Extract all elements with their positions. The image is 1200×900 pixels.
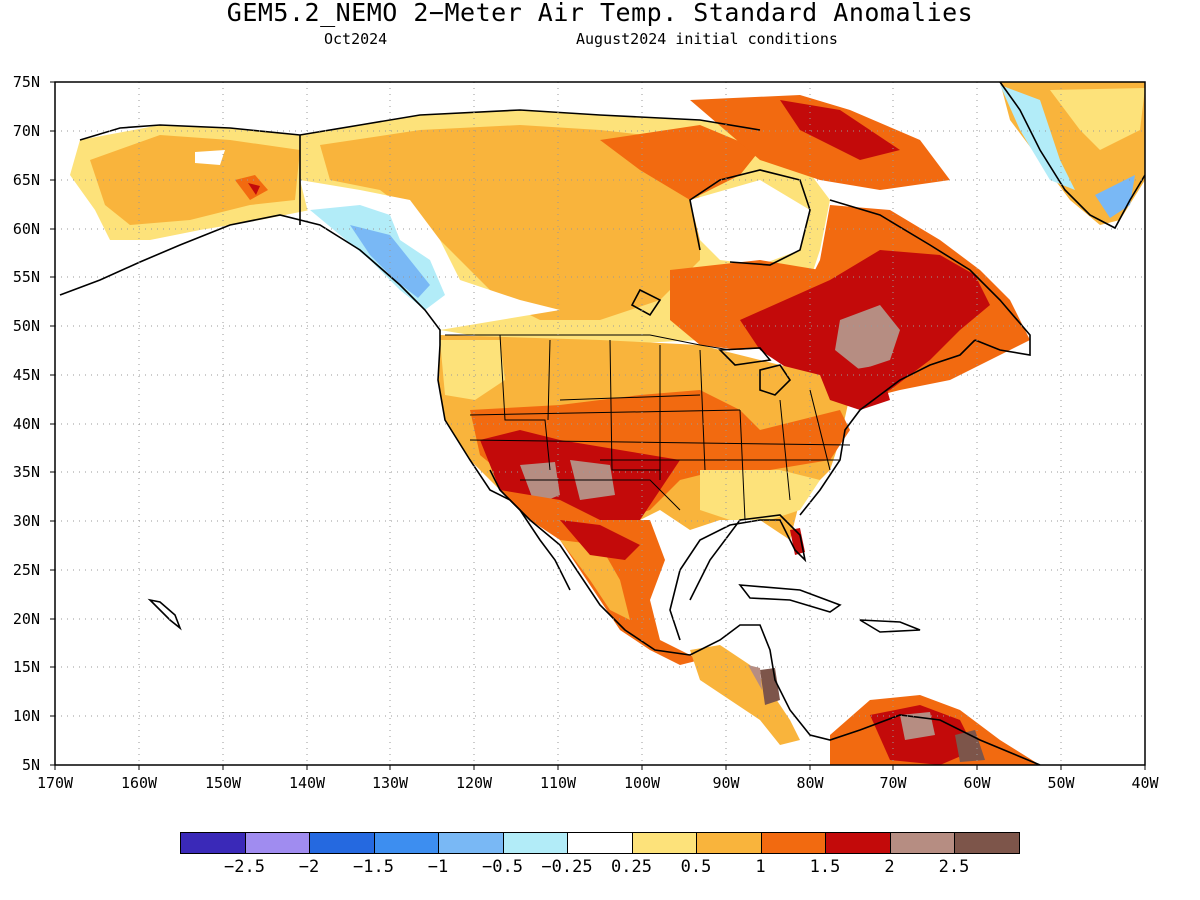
colorbar-swatch [502,832,568,854]
colorbar-swatch [696,832,762,854]
lon-label: 80W [796,774,824,792]
lat-label: 20N [12,610,40,628]
anomaly-region-alaska-warm [90,135,300,225]
coastlines [59,82,1145,765]
lat-label: 65N [12,171,40,189]
lat-label: 55N [12,268,40,286]
anomaly-region-arctic-islands-hot [780,100,900,160]
lat-label: 60N [12,220,40,238]
colorbar-swatch [760,832,826,854]
lon-label: 110W [539,774,577,792]
colorbar-swatch [180,832,246,854]
colorbar-label: −0.25 [541,857,593,877]
colorbar-swatch [825,832,891,854]
colorbar-label: 1 [755,857,766,877]
colorbar-label: −1 [427,857,449,877]
lon-label: 120W [455,774,493,792]
lon-label: 160W [120,774,158,792]
colorbar-swatch [954,832,1020,854]
colorbar-swatch [631,832,697,854]
political-borders [445,334,851,521]
colorbar-label: −1.5 [353,857,394,877]
anomaly-region-honduras-mild [748,665,762,690]
anomaly-region-greenland-mild [1050,88,1145,150]
colorbar-label: 0.25 [611,857,652,877]
anomaly-region-alaska-hot-core [248,183,260,195]
anomaly-region-arctic-islands [690,95,950,190]
colorbar-label: 0.5 [680,857,712,877]
lon-label: 90W [712,774,740,792]
lat-label: 25N [12,561,40,579]
lon-label: 170W [36,774,74,792]
anomaly-region-bc-cold [350,225,430,298]
colorbar-swatch [889,832,955,854]
anomaly-region-greenland-cold [1095,175,1135,218]
anomaly-region-central-america [690,645,800,745]
anomaly-region-quebec-extreme [835,305,900,370]
colorbar-swatch [309,832,375,854]
anomaly-region-northeast-hot [820,365,890,410]
colorbar-swatch [567,832,633,854]
lat-label: 40N [12,415,40,433]
lon-label: 100W [623,774,661,792]
anomaly-region-mexico-hot [560,520,640,560]
lon-label: 50W [1047,774,1075,792]
lon-label: 70W [879,774,907,792]
colorbar-label: −0.5 [482,857,523,877]
colorbar-label: 2 [884,857,895,877]
lat-label: 45N [12,366,40,384]
colorbar-swatch [244,832,310,854]
colorbar-label: −2 [298,857,320,877]
anomaly-region-baffin [600,125,760,200]
lon-label: 140W [288,774,326,792]
lat-label: 75N [12,73,40,91]
colorbar-swatch [438,832,504,854]
lat-label: 50N [12,317,40,335]
map-title: GEM5.2_NEMO 2−Meter Air Temp. Standard A… [226,0,974,27]
lon-label: 40W [1131,774,1159,792]
axis-ticks [50,81,1146,770]
anomaly-region-hudson-bay [690,180,810,265]
lat-label: 30N [12,512,40,530]
colorbar-label: 1.5 [809,857,841,877]
anomaly-region-mexico-warm [560,540,630,620]
anomaly-region-alaska-neutral [195,150,225,165]
anomaly-region-canada-warm [320,125,700,320]
colorbar-swatch [373,832,439,854]
anomaly-region-greenland-cool [1000,85,1075,190]
lon-label: 150W [204,774,242,792]
anomaly-region-usa-west [440,340,505,400]
anomaly-region-southwest-extreme [520,462,560,505]
colorbar-label: 2.5 [938,857,970,877]
lon-label: 60W [963,774,991,792]
lat-label: 35N [12,463,40,481]
lat-label: 5N [21,756,40,774]
lat-label: 15N [12,658,40,676]
lon-label: 130W [371,774,409,792]
forecast-month: Oct2024 [324,30,388,48]
initial-conditions-label: August2024 initial conditions [576,30,838,48]
lat-label: 70N [12,122,40,140]
colorbar-label: −2.5 [224,857,265,877]
anomaly-region-southeast [700,470,820,520]
lat-label: 10N [12,707,40,725]
